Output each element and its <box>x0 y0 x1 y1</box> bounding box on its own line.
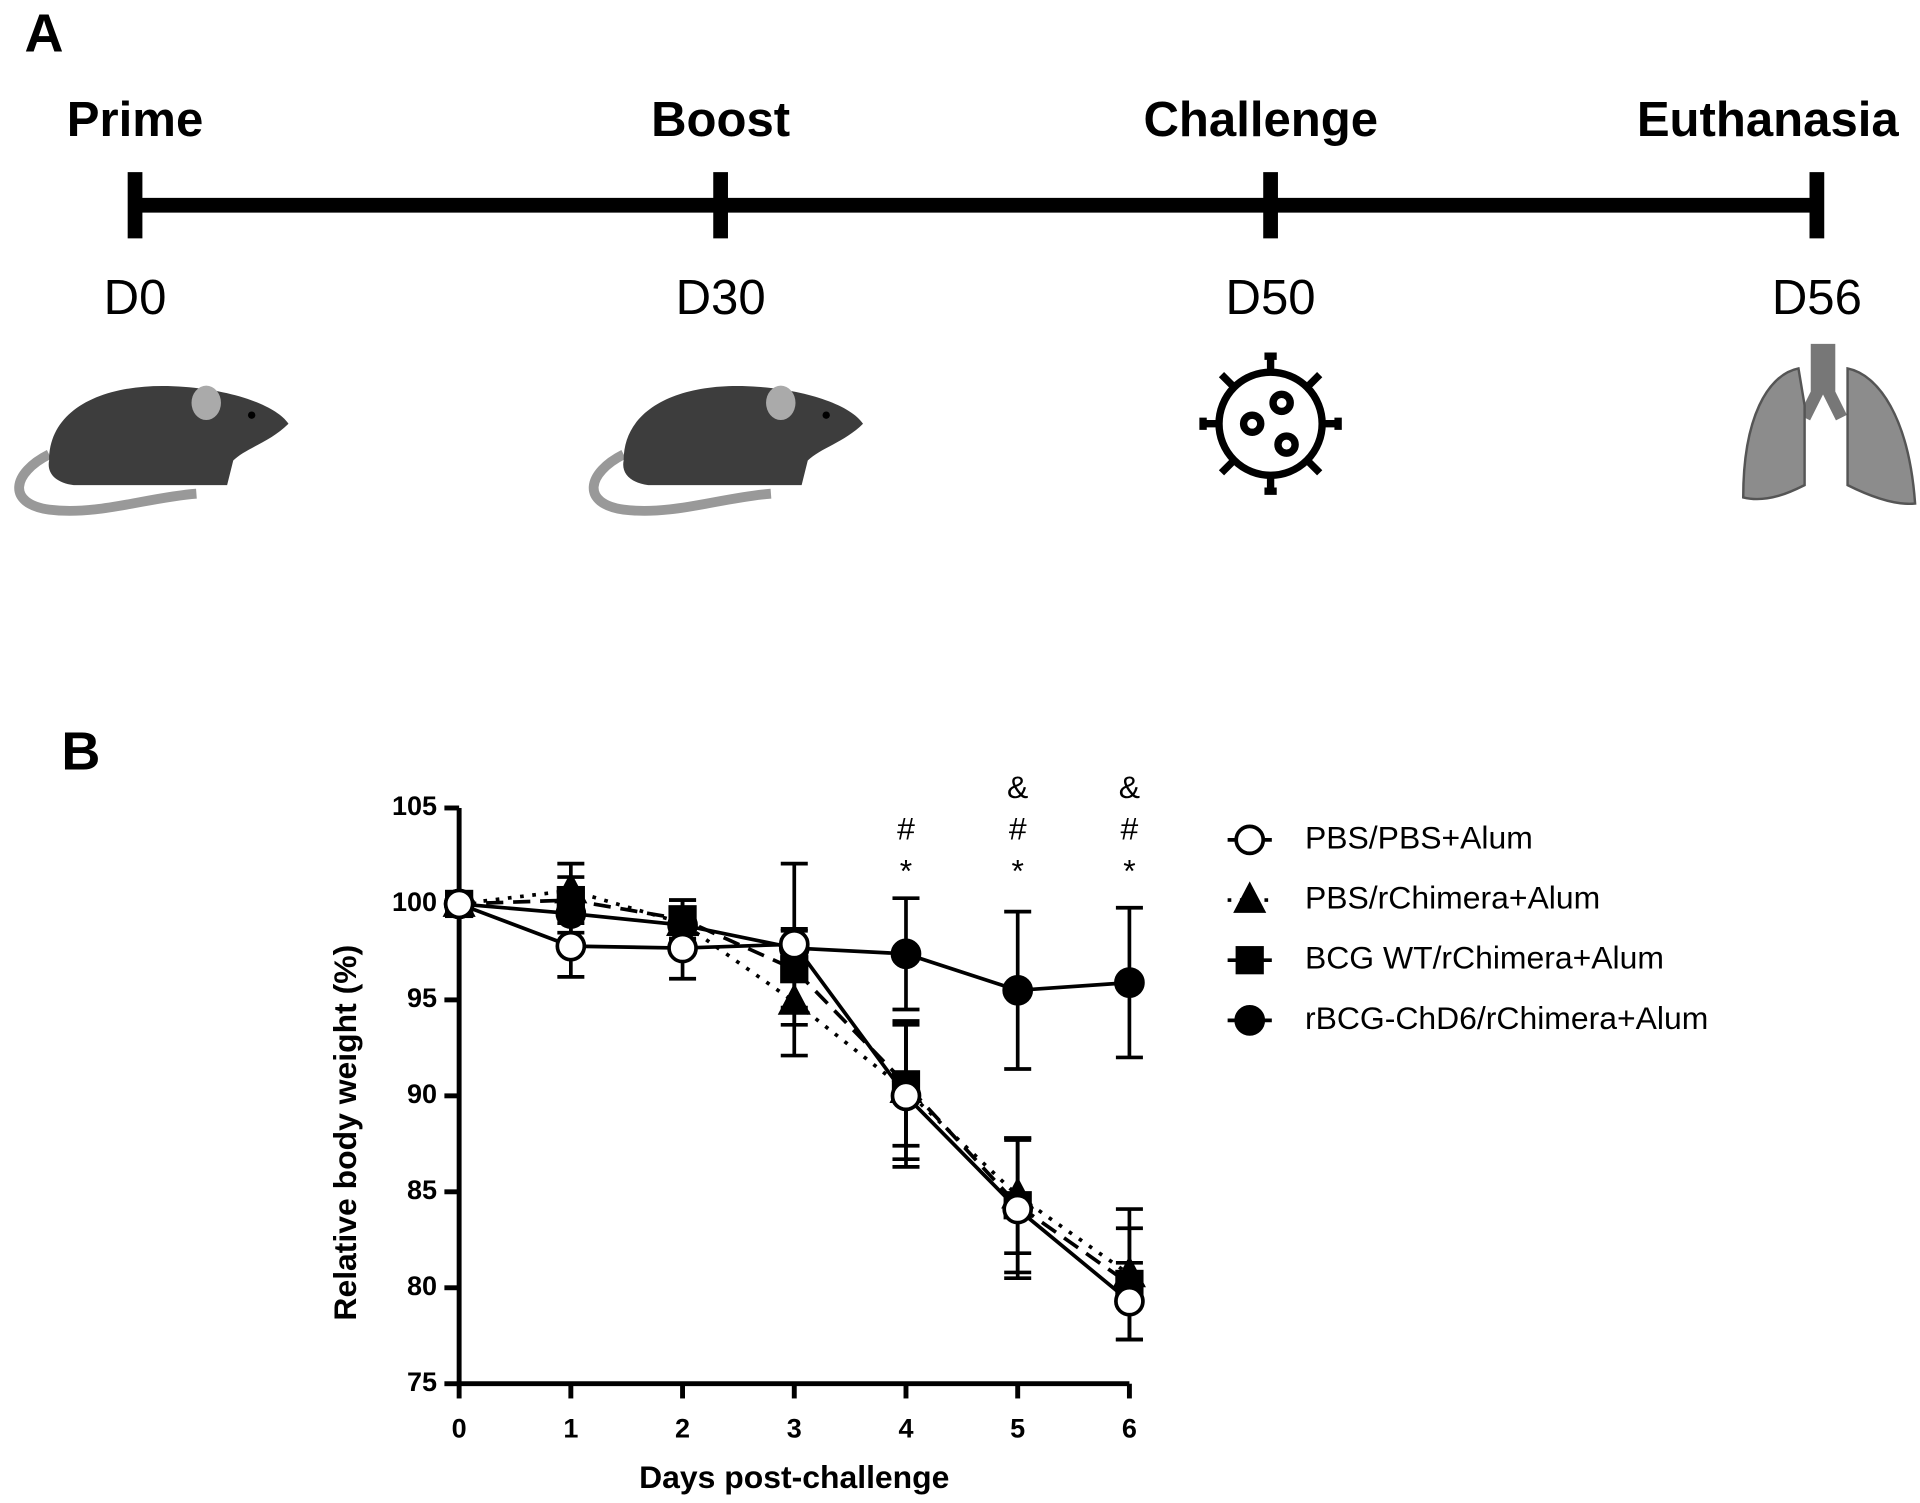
marker <box>1002 974 1034 1006</box>
legend-label: rBCG-ChD6/rChimera+Alum <box>1305 1000 1708 1036</box>
marker <box>1002 1193 1034 1225</box>
significance-mark: * <box>1123 852 1135 888</box>
panel-label: A <box>25 3 64 63</box>
marker <box>890 1080 922 1112</box>
marker <box>777 983 811 1015</box>
stage-name: Euthanasia <box>1637 93 1900 147</box>
stage-name: Boost <box>651 93 790 147</box>
significance-mark: # <box>1121 811 1139 847</box>
stage-day: D56 <box>1772 271 1862 325</box>
y-axis-title: Relative body weight (%) <box>327 945 363 1321</box>
x-tick-label: 5 <box>1010 1413 1025 1443</box>
significance-mark: * <box>900 852 912 888</box>
significance-mark: & <box>1007 769 1028 805</box>
y-tick-label: 105 <box>392 791 437 821</box>
marker <box>780 955 809 984</box>
significance-mark: * <box>1011 852 1023 888</box>
y-tick-label: 80 <box>407 1271 437 1301</box>
x-tick-label: 3 <box>787 1413 802 1443</box>
y-tick-label: 75 <box>407 1367 437 1397</box>
marker <box>1114 1285 1145 1317</box>
y-tick-label: 90 <box>407 1079 437 1109</box>
stage-name: Challenge <box>1143 93 1378 147</box>
legend-label: PBS/PBS+Alum <box>1305 819 1533 855</box>
virus-icon <box>1199 352 1342 495</box>
marker <box>1233 881 1267 913</box>
significance-mark: # <box>897 811 915 847</box>
marker <box>554 871 588 904</box>
stage-day: D0 <box>104 271 167 325</box>
y-tick-label: 85 <box>407 1175 437 1205</box>
marker <box>778 928 810 960</box>
marker <box>1112 1255 1146 1288</box>
lungs-icon <box>1741 343 1917 505</box>
legend-label: BCG WT/rChimera+Alum <box>1305 940 1664 976</box>
significance-mark: & <box>1119 769 1140 805</box>
y-tick-label: 95 <box>407 983 437 1013</box>
x-tick-label: 0 <box>452 1413 467 1443</box>
significance-mark: # <box>1009 811 1027 847</box>
timeline <box>127 172 1825 239</box>
marker <box>890 938 922 970</box>
marker <box>1114 967 1145 998</box>
marker <box>1234 824 1266 856</box>
stage-day: D30 <box>676 271 766 325</box>
marker <box>443 888 475 920</box>
stage-day: D50 <box>1226 271 1316 325</box>
stage-name: Prime <box>67 93 203 147</box>
x-tick-label: 2 <box>675 1413 690 1443</box>
marker <box>1234 1005 1266 1036</box>
mouse-icon <box>14 385 289 516</box>
mouse-icon <box>588 385 864 516</box>
y-tick-label: 100 <box>392 887 437 917</box>
x-tick-label: 1 <box>563 1413 578 1443</box>
legend-label: PBS/rChimera+Alum <box>1305 879 1600 915</box>
marker <box>667 932 698 964</box>
marker <box>555 930 587 962</box>
x-tick-label: 6 <box>1122 1413 1137 1443</box>
marker <box>1235 946 1264 975</box>
x-axis-title: Days post-challenge <box>639 1459 949 1495</box>
panel-label: B <box>61 721 100 781</box>
x-tick-label: 4 <box>898 1413 913 1443</box>
